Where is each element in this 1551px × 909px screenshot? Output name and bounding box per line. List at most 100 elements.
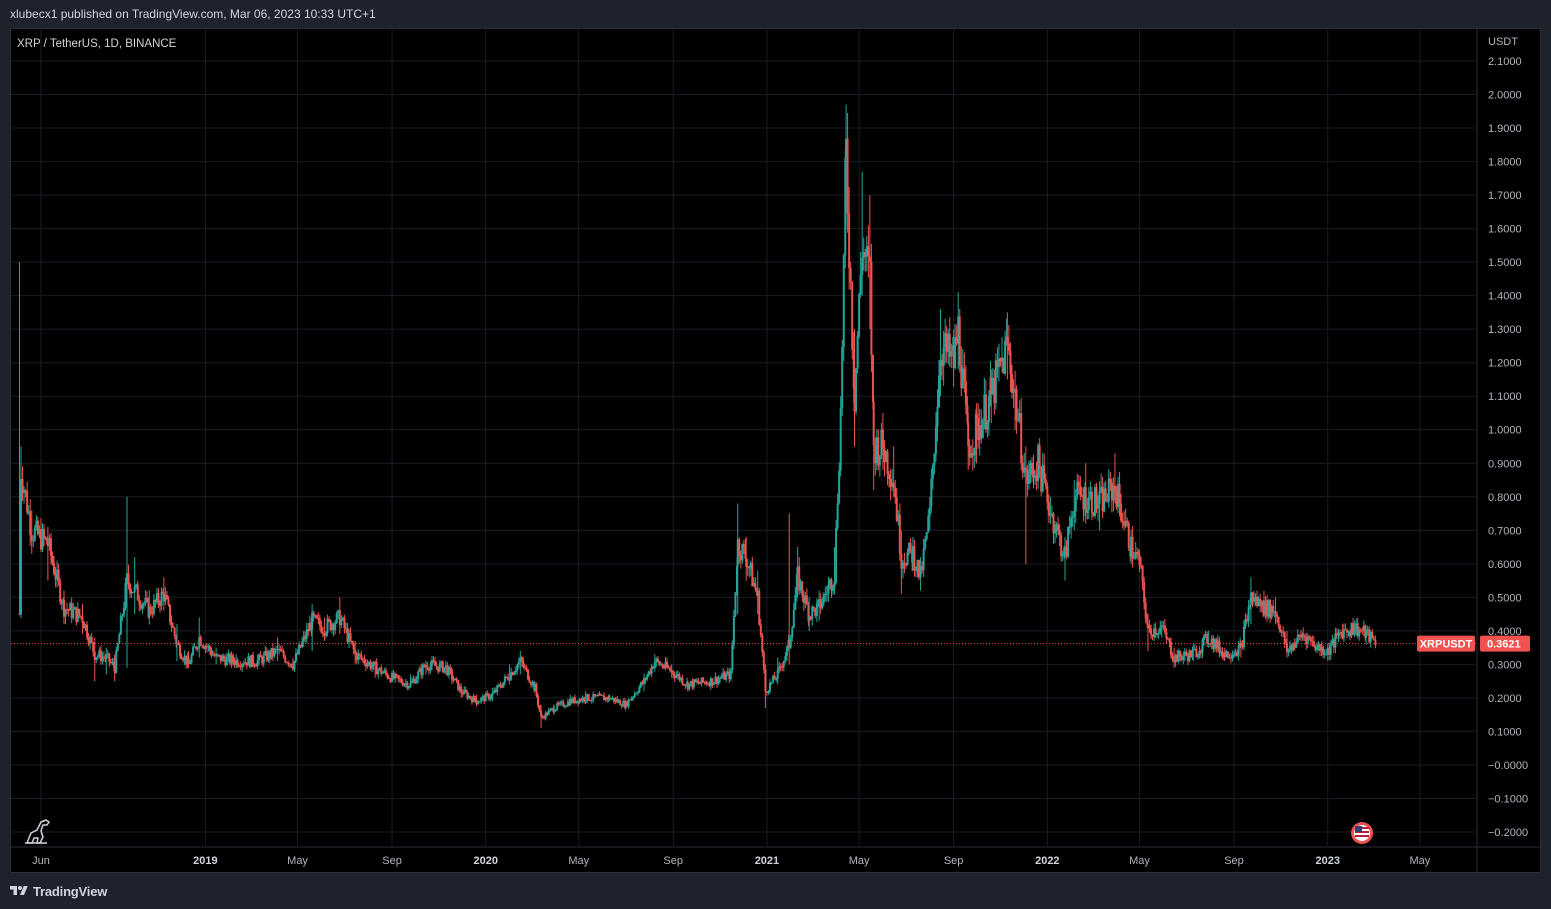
us-flag-icon[interactable] [1351,822,1373,844]
candle-body [228,653,231,664]
candle-body [369,662,372,669]
x-tick-label: May [849,855,870,867]
y-tick-label: 0.7000 [1488,525,1522,537]
candle-body [1225,651,1228,658]
price-chart[interactable]: 2.1000 2.0000 1.9000 1.8000 1.7000 1.6000 1.50… [11,29,1540,872]
candle-body [885,451,888,463]
chart-frame[interactable]: 2.1000 2.0000 1.9000 1.8000 1.7000 1.6000 1.50… [10,28,1541,873]
candle-body [772,675,775,683]
candle-body [295,653,298,661]
dino-icon[interactable] [25,819,50,844]
candle-body [519,656,522,662]
candle-body [769,682,772,692]
y-tick-label: 0.5000 [1488,592,1522,604]
candle-body [856,335,859,369]
candle-body [497,684,500,686]
candle-body [552,708,555,712]
candle-body [424,665,427,667]
candle-body [629,699,632,701]
candle-body [849,267,852,283]
time-scale[interactable]: Jun 2019 May Sep 2020 May Sep 2021 May Sep 2022 May… [32,855,1431,867]
candle-body [452,679,455,681]
symbol-badge [1417,635,1475,652]
candle-body [394,673,397,679]
candle-body [892,482,895,488]
candle-body [1209,642,1212,645]
candle-body [855,368,858,412]
candle-body [1186,655,1189,662]
candle-body [824,593,827,595]
brand-name[interactable]: TradingView [33,883,108,899]
candle-body [127,573,130,585]
candle-body [112,661,115,668]
symbol-title[interactable]: XRP / TetherUS, 1D, BINANCE [17,38,177,50]
candle-body [21,479,24,494]
candle-body [267,651,270,661]
candle-body [108,653,111,663]
candle-body [966,405,969,423]
candle-body [1106,500,1109,502]
candle-body [1110,482,1113,501]
x-tick-label: Sep [944,855,964,867]
candle-body [667,667,670,669]
candle-body [1092,512,1095,516]
candle-body [247,656,250,666]
candle-body [778,666,781,670]
candle-body [397,675,400,679]
candle-body [1054,531,1057,534]
x-tick-label: Jun [32,855,50,867]
candle-body [919,566,922,578]
candle-body [284,656,287,663]
candle-body [78,608,81,616]
candle-body [798,566,801,591]
candle-body [728,671,731,680]
y-tick-label: −0.2000 [1488,827,1528,839]
candle-body [92,641,95,652]
candle-body [1100,486,1103,492]
candle-body [332,624,335,631]
candle-body [1239,642,1242,646]
candle-body [400,678,403,683]
candle-body [1023,467,1026,473]
candle-body [41,528,44,550]
candle-body [606,697,609,700]
candle-body [199,637,202,646]
candle-body [1082,496,1085,510]
candle-body [764,669,767,692]
candle-body [1329,644,1332,655]
candle-body [580,699,583,701]
candle-body [27,511,30,513]
candle-body [450,670,453,680]
candle-body [1266,600,1269,617]
candle-body [520,656,523,663]
candle-body [279,648,282,652]
candle-body [1097,503,1100,509]
candle-body [1065,546,1068,557]
candle-body [1332,639,1335,648]
candle-body [1079,485,1082,496]
candle-body [666,661,669,668]
candle-body [819,599,822,609]
candle-body [1093,487,1096,516]
price-scale[interactable]: 2.1000 2.0000 1.9000 1.8000 1.7000 1.6000 1.50… [1488,56,1528,839]
candle-body [535,683,538,696]
candle-body [870,261,873,355]
candle-body [1047,502,1050,516]
candle-body [366,663,369,667]
candle-body [859,275,862,295]
candle-body [903,562,906,565]
tradingview-logo-icon[interactable] [10,884,28,898]
candle-body [1060,535,1063,557]
candle-body [242,664,245,666]
y-tick-label: 1.6000 [1488,224,1522,236]
candle-body [584,701,587,703]
y-tick-label: 1.8000 [1488,157,1522,169]
y-tick-label: 1.4000 [1488,291,1522,303]
candle-body [438,663,441,672]
candle-body [494,690,497,692]
candle-body [130,591,133,594]
candle-body [1191,650,1194,658]
y-tick-label: 1.5000 [1488,257,1522,269]
y-tick-label: 0.2000 [1488,693,1522,705]
candle-body [101,656,104,662]
